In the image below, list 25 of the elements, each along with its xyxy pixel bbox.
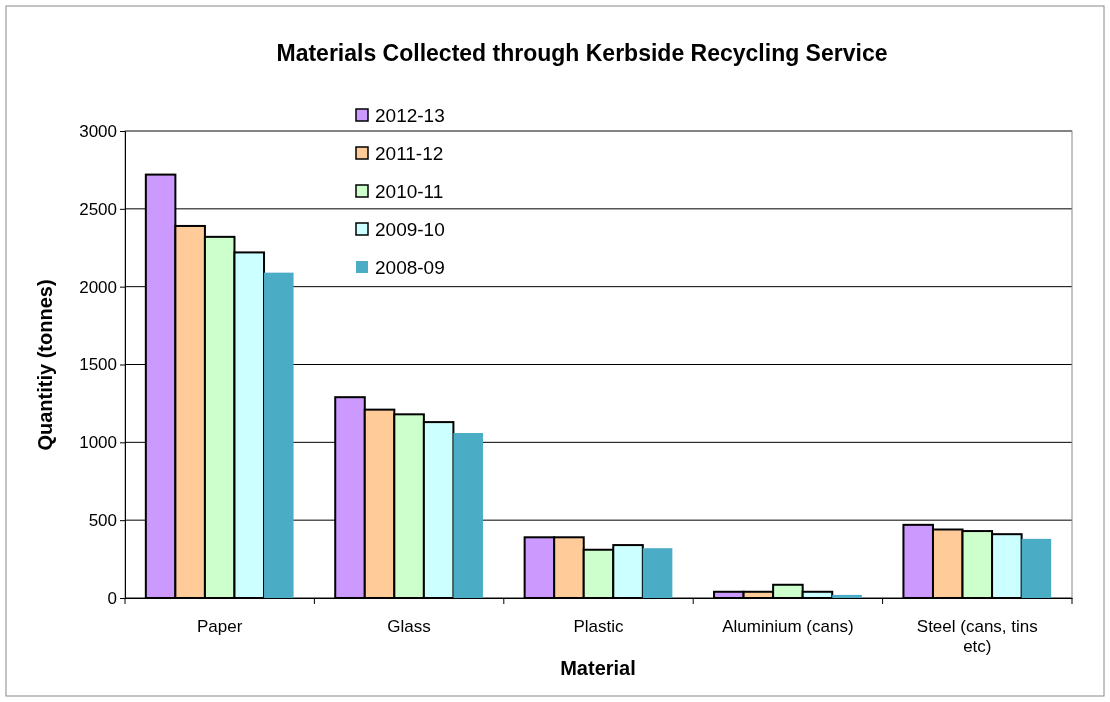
y-tick-label: 0 (107, 588, 117, 608)
bar (832, 594, 862, 598)
y-tick-label: 3000 (79, 121, 117, 141)
x-tick-label: Steel (cans, tins etc) (916, 617, 1038, 656)
legend-label: 2008-09 (375, 257, 445, 278)
bar (1021, 538, 1052, 598)
legend-label: 2012-13 (375, 105, 445, 126)
bar (264, 272, 294, 598)
bar (642, 548, 673, 598)
y-axis-title: Quantitiy (tonnes) (34, 279, 56, 451)
x-axis-title: Material (560, 657, 636, 679)
y-tick-label: 1000 (79, 433, 117, 453)
legend-label: 2011-12 (375, 143, 444, 164)
bar (453, 432, 483, 598)
y-tick-label: 2000 (79, 277, 117, 297)
y-tick-label: 1500 (79, 355, 117, 375)
legend-label: 2009-10 (375, 219, 445, 240)
y-tick-label: 2500 (79, 199, 117, 219)
y-tick-label: 500 (88, 511, 117, 531)
x-tick-label: Plastic (573, 617, 625, 636)
x-tick-label: Glass (387, 617, 431, 636)
x-tick-label: Aluminium (cans) (722, 617, 854, 636)
x-tick-label: Paper (197, 617, 243, 636)
chart-title: Materials Collected through Kerbside Recycling Service (276, 40, 888, 66)
legend-label: 2010-11 (375, 181, 444, 202)
